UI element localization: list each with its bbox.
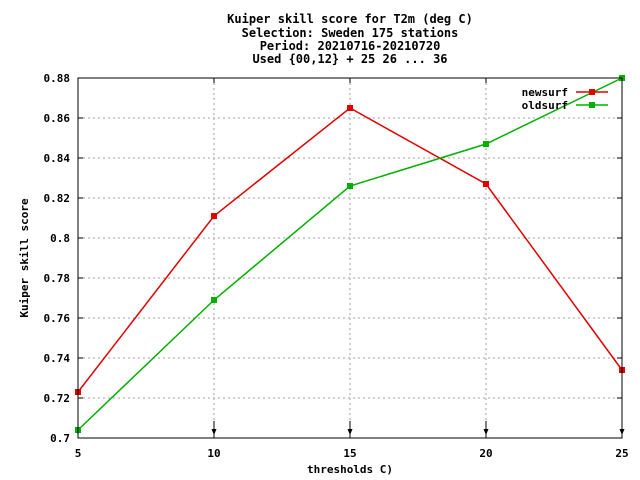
y-tick-label: 0.78 xyxy=(44,272,71,285)
x-tick-label: 20 xyxy=(479,447,492,460)
legend-marker-newsurf xyxy=(589,89,595,95)
x-tick-label: 5 xyxy=(75,447,82,460)
x-axis-ticks: 5 10 15 20 25 xyxy=(75,78,629,460)
title-line-1: Kuiper skill score for T2m (deg C) xyxy=(227,12,473,26)
y-tick-label: 0.74 xyxy=(44,352,71,365)
legend-marker-oldsurf xyxy=(589,102,595,108)
y-tick-label: 0.88 xyxy=(44,72,71,85)
x-axis-title: thresholds C) xyxy=(307,463,393,476)
y-tick-label: 0.76 xyxy=(44,312,71,325)
data-point-oldsurf xyxy=(347,183,353,189)
title-line-3: Period: 20210716-20210720 xyxy=(260,39,441,53)
x-arrow-head xyxy=(483,429,489,435)
data-point-oldsurf xyxy=(211,297,217,303)
x-arrow-head xyxy=(211,429,217,435)
y-tick-label: 0.86 xyxy=(44,112,71,125)
x-tick-label: 25 xyxy=(615,447,628,460)
y-tick-label: 0.82 xyxy=(44,192,71,205)
y-tick-label: 0.7 xyxy=(50,432,70,445)
data-point-newsurf xyxy=(347,105,353,111)
legend-label-oldsurf: oldsurf xyxy=(522,99,568,112)
data-point-newsurf xyxy=(483,181,489,187)
title-line-2: Selection: Sweden 175 stations xyxy=(242,26,459,40)
x-tick-arrows xyxy=(75,421,625,435)
chart-title: Kuiper skill score for T2m (deg C) Selec… xyxy=(227,12,473,66)
data-point-newsurf xyxy=(211,213,217,219)
y-tick-label: 0.84 xyxy=(44,152,71,165)
title-line-4: Used {00,12} + 25 26 ... 36 xyxy=(252,52,447,66)
y-axis-ticks: 0.7 0.72 0.74 0.76 0.78 0.8 0.82 0.84 0.86 0.88 xyxy=(44,72,622,445)
y-tick-label: 0.8 xyxy=(50,232,70,245)
x-tick-label: 10 xyxy=(207,447,220,460)
y-axis-title: Kuiper skill score xyxy=(18,198,31,318)
plot-frame xyxy=(77,77,623,439)
x-arrow-head xyxy=(347,429,353,435)
x-tick-label: 15 xyxy=(343,447,356,460)
grid xyxy=(78,78,622,438)
legend-label-newsurf: newsurf xyxy=(522,86,568,99)
data-point-oldsurf xyxy=(483,141,489,147)
y-tick-label: 0.72 xyxy=(44,392,71,405)
